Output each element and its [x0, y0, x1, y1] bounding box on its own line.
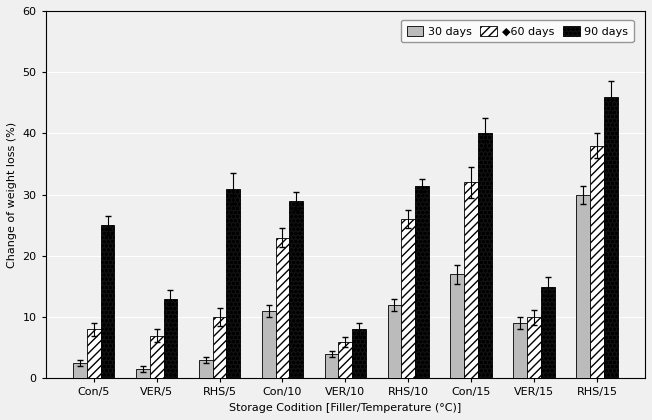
Y-axis label: Change of weight loss (%): Change of weight loss (%): [7, 122, 17, 268]
Bar: [325, 354, 338, 378]
Bar: [338, 342, 352, 378]
Bar: [164, 299, 177, 378]
Bar: [150, 336, 164, 378]
Bar: [604, 97, 618, 378]
Bar: [136, 369, 150, 378]
Bar: [73, 363, 87, 378]
Legend: 30 days, ◆60 days, 90 days: 30 days, ◆60 days, 90 days: [401, 20, 634, 42]
Bar: [276, 238, 289, 378]
Bar: [527, 317, 541, 378]
Bar: [415, 186, 429, 378]
Bar: [451, 274, 464, 378]
Bar: [213, 317, 226, 378]
Bar: [87, 329, 100, 378]
Bar: [402, 219, 415, 378]
Bar: [513, 323, 527, 378]
Bar: [590, 146, 604, 378]
X-axis label: Storage Codition [Filler/Temperature (°C)]: Storage Codition [Filler/Temperature (°C…: [230, 403, 462, 413]
Bar: [352, 329, 366, 378]
Bar: [261, 311, 276, 378]
Bar: [541, 286, 555, 378]
Bar: [199, 360, 213, 378]
Bar: [464, 182, 478, 378]
Bar: [576, 195, 590, 378]
Bar: [100, 226, 115, 378]
Bar: [387, 305, 402, 378]
Bar: [289, 201, 303, 378]
Bar: [226, 189, 241, 378]
Bar: [478, 134, 492, 378]
